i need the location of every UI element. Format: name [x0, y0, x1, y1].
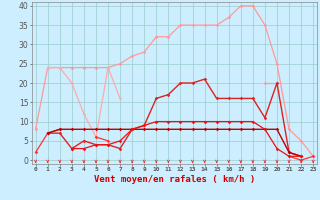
- X-axis label: Vent moyen/en rafales ( km/h ): Vent moyen/en rafales ( km/h ): [94, 175, 255, 184]
